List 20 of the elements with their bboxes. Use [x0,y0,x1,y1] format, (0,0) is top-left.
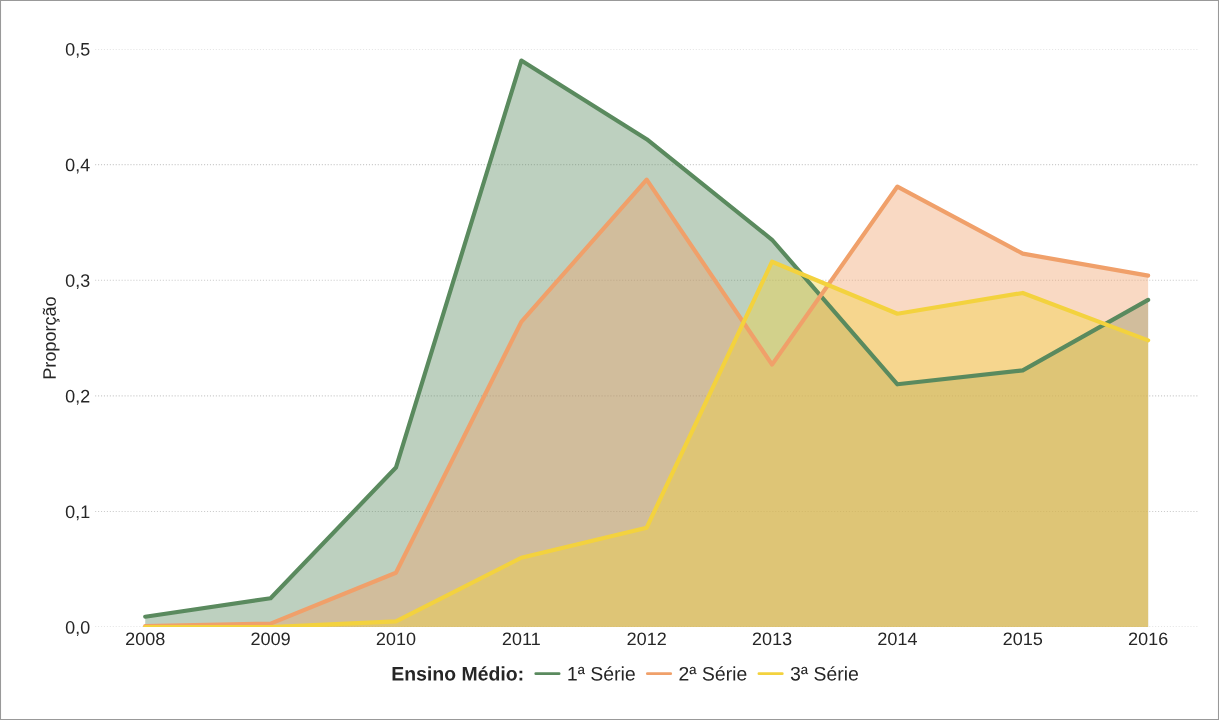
x-tick-label: 2014 [878,632,917,646]
x-tick-label: 2008 [126,632,165,646]
y-tick-label: 0,1 [65,505,90,521]
y-tick-label: 0,3 [65,274,90,290]
x-tick-label: 2011 [502,632,540,646]
y-tick-label: 0,2 [65,389,90,405]
legend-label: 1ª Série [568,666,635,681]
x-tick-label: 2013 [752,632,792,646]
x-tick-label: 2015 [1003,632,1043,646]
x-tick-label: 2010 [376,632,416,646]
x-tick-label: 2016 [1128,632,1168,646]
y-tick-label: 0,0 [65,621,90,636]
y-axis-title: Proporção [42,297,60,379]
y-tick-label: 0,4 [65,158,90,174]
legend-label: 2ª Série [679,666,747,681]
x-tick-label: 2009 [251,632,290,646]
x-tick-label: 2012 [627,632,666,646]
y-tick-label: 0,5 [65,42,90,58]
legend-label: 3ª Série [790,666,858,681]
legend-title: Ensino Médio: [392,666,523,681]
